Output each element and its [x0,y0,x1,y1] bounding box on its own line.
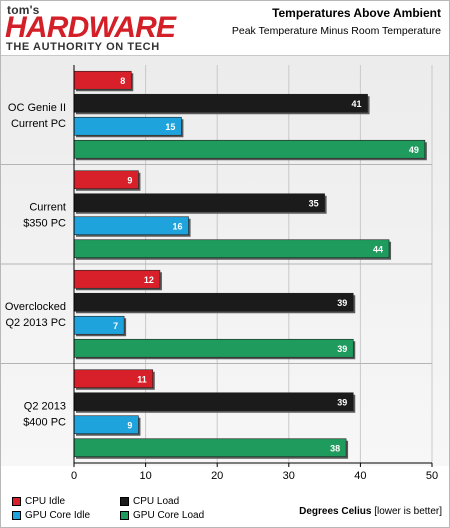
bar-gpu-core-load [73,139,426,159]
bar-cpu-load [73,193,325,213]
bar-gpu-core-load [73,438,347,458]
bar-gpu-core-idle [73,216,189,236]
legend-label: CPU Idle [25,496,66,507]
bar-value-label: 16 [173,221,183,231]
bar-value-label: 41 [352,99,362,109]
x-tick-label: 20 [211,470,223,482]
bar-value-label: 35 [309,198,319,208]
legend-swatch [12,497,21,506]
logo-tagline: THE AUTHORITY ON TECH [6,41,160,53]
category-label: $400 PC [23,416,66,428]
toms-hardware-logo: tom's HARDWARE THE AUTHORITY ON TECH [5,3,176,53]
x-tick-label: 30 [283,470,295,482]
x-tick-label: 0 [71,470,77,482]
bar-gpu-core-load [73,338,354,358]
logo-line2: HARDWARE [5,11,176,44]
chart-subtitle: Peak Temperature Minus Room Temperature [231,25,441,37]
legend-label: GPU Core Load [133,510,205,521]
x-axis-title: Degrees Celius [299,506,372,517]
bar-cpu-load [73,93,368,113]
category-label: Current PC [11,118,66,130]
bar-value-label: 12 [144,275,154,285]
logo-line1: tom's [7,3,40,17]
bar-cpu-load [73,292,354,312]
bar-value-label: 49 [409,145,419,155]
category-label: Q2 2013 PC [5,317,66,329]
category-label: OC Genie II [8,102,66,114]
bar-value-label: 44 [373,244,383,254]
legend-item: CPU Idle [12,496,65,507]
x-tick-label: 50 [426,470,438,482]
category-label: Q2 2013 [24,400,66,412]
legend-item: GPU Core Load [120,510,204,521]
legend-label: CPU Load [133,496,180,507]
legend-swatch [120,497,129,506]
x-tick-label: 40 [354,470,366,482]
bar-gpu-core-load [73,239,390,259]
legend-swatch [12,511,21,520]
x-tick-label: 10 [139,470,151,482]
bar-value-label: 39 [337,298,347,308]
chart-title: Temperatures Above Ambient [272,6,441,20]
bar-value-label: 8 [120,76,125,86]
bar-value-label: 11 [137,374,147,384]
legend-label: GPU Core Idle [25,510,91,521]
x-axis-note: [lower is better] [374,506,442,517]
header-divider [1,55,449,56]
bar-value-label: 9 [127,175,132,185]
chart-legend: CPU Idle CPU Load GPU Core Idle GPU Core Lo… [12,496,252,524]
bar-cpu-load [73,392,354,412]
bar-value-label: 39 [337,397,347,407]
bar-value-label: 39 [337,344,347,354]
bar-value-label: 38 [330,443,340,453]
legend-swatch [120,511,129,520]
category-label: Current [29,201,66,213]
category-label: Overclocked [5,301,66,313]
legend-item: GPU Core Idle [12,510,90,521]
bar-value-label: 7 [113,321,118,331]
legend-item: CPU Load [120,496,179,507]
x-axis-label: Degrees Celius [lower is better] [299,506,442,517]
bar-value-label: 9 [127,420,132,430]
bar-value-label: 15 [165,122,175,132]
category-label: $350 PC [23,217,66,229]
